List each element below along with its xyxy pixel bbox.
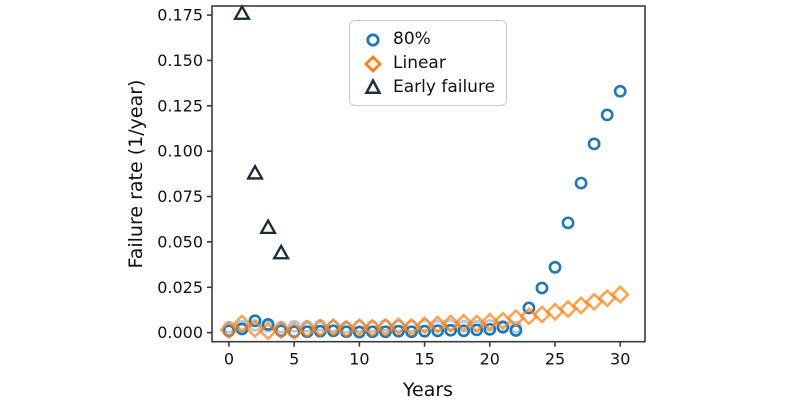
legend-label: Linear bbox=[393, 53, 446, 73]
data-point-diamond bbox=[323, 317, 343, 337]
data-point-diamond bbox=[545, 302, 565, 322]
data-point-circle bbox=[535, 281, 549, 295]
legend-label: 80% bbox=[393, 29, 431, 50]
plot-spines bbox=[211, 5, 646, 343]
legend-item-linear: Linear bbox=[362, 52, 496, 76]
x-tick-label: 5 bbox=[289, 350, 299, 369]
data-point-diamond bbox=[362, 318, 382, 338]
y-tick-label: 0.100 bbox=[157, 142, 203, 161]
data-point-triangle bbox=[272, 243, 290, 260]
data-point-diamond bbox=[297, 319, 317, 339]
data-point-triangle bbox=[259, 218, 277, 235]
data-point-diamond bbox=[310, 318, 330, 338]
y-tick-label: 0.150 bbox=[157, 51, 203, 70]
triangle-marker-icon bbox=[364, 78, 382, 95]
data-point-diamond bbox=[245, 319, 265, 339]
data-point-circle bbox=[457, 324, 471, 338]
legend-label: Early failure bbox=[393, 76, 496, 97]
y-tick-label: 0.125 bbox=[157, 96, 203, 115]
data-point-diamond bbox=[271, 320, 291, 340]
y-tick-label: 0.075 bbox=[157, 187, 203, 206]
diamond-marker-icon bbox=[364, 54, 382, 73]
data-point-diamond bbox=[454, 313, 474, 333]
data-point-diamond bbox=[428, 315, 448, 334]
data-point-circle bbox=[561, 216, 575, 230]
circle-marker-icon bbox=[366, 33, 380, 47]
data-point-circle bbox=[600, 108, 614, 122]
data-point-diamond bbox=[532, 305, 552, 324]
data-point-circle bbox=[496, 320, 510, 334]
data-point-circle bbox=[392, 324, 405, 338]
data-point-diamond bbox=[389, 316, 408, 336]
y-tick-label: 0.000 bbox=[157, 323, 203, 342]
data-point-triangle bbox=[246, 163, 264, 180]
data-point-diamond bbox=[480, 312, 500, 332]
data-point-circle bbox=[352, 325, 366, 339]
y-tick-label: 0.050 bbox=[157, 232, 203, 251]
data-point-circle bbox=[431, 324, 445, 338]
data-point-circle bbox=[444, 323, 458, 337]
data-point-circle bbox=[379, 325, 392, 339]
data-markers-layer bbox=[219, 4, 630, 341]
data-point-circle bbox=[248, 314, 262, 328]
data-point-diamond bbox=[349, 317, 369, 337]
data-point-circle bbox=[548, 260, 562, 274]
chart-legend: 80% Linear Early failure bbox=[349, 20, 507, 106]
data-point-circle bbox=[574, 176, 588, 190]
data-point-diamond bbox=[610, 285, 630, 304]
x-tick-label: 10 bbox=[349, 350, 369, 369]
data-point-diamond bbox=[376, 317, 395, 337]
legend-item-early-failure: Early failure bbox=[362, 75, 496, 99]
data-point-circle bbox=[261, 318, 275, 331]
y-axis-label: Failure rate (1/year) bbox=[125, 80, 147, 269]
x-tick-label: 15 bbox=[414, 350, 434, 369]
legend-item-80pct: 80% bbox=[362, 28, 496, 52]
data-point-triangle bbox=[233, 4, 251, 20]
data-point-diamond bbox=[415, 315, 435, 335]
x-tick-label: 25 bbox=[545, 350, 565, 369]
y-tick-label: 0.025 bbox=[157, 278, 203, 297]
data-point-circle bbox=[405, 325, 418, 339]
data-point-circle bbox=[470, 323, 484, 337]
data-point-circle bbox=[587, 137, 601, 151]
x-tick-label: 20 bbox=[480, 350, 500, 369]
axis-ticks-layer: 0.000 0.025 0.050 0.075 0.100 0.125 0.150 0.175… bbox=[157, 6, 630, 369]
data-point-circle bbox=[613, 84, 627, 98]
data-point-circle bbox=[287, 319, 301, 333]
y-tick-label: 0.175 bbox=[157, 6, 203, 25]
data-point-diamond bbox=[232, 314, 252, 333]
x-tick-label: 0 bbox=[224, 350, 234, 369]
data-point-diamond bbox=[506, 308, 526, 328]
data-point-circle bbox=[483, 322, 497, 336]
data-point-circle bbox=[418, 324, 431, 338]
data-point-diamond bbox=[441, 314, 461, 333]
x-axis-label: Years bbox=[402, 379, 453, 401]
data-point-diamond bbox=[219, 320, 239, 340]
data-point-circle bbox=[522, 301, 536, 315]
x-tick-label: 30 bbox=[610, 350, 630, 369]
